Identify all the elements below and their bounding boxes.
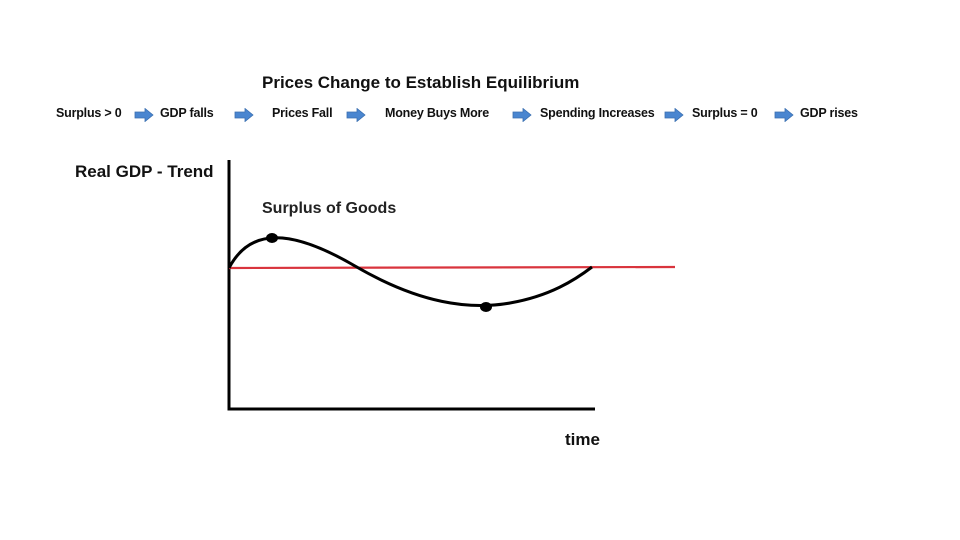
right-arrow-icon — [774, 108, 794, 122]
diagram-title: Prices Change to Establish Equilibrium — [262, 73, 580, 92]
y-axis-label: Real GDP - Trend — [75, 162, 214, 181]
flow-step-gdp-falls: GDP falls — [160, 106, 214, 120]
x-axis-label: time — [565, 430, 600, 449]
flow-step-gdp-rises: GDP rises — [800, 106, 858, 120]
right-arrow-icon — [346, 108, 366, 122]
right-arrow-icon — [664, 108, 684, 122]
trough-point — [480, 302, 492, 312]
flow-step-spending-increases: Spending Increases — [540, 106, 655, 120]
surplus-annotation: Surplus of Goods — [262, 200, 397, 217]
trend-line — [228, 265, 676, 270]
flow-step-surplus-zero: Surplus = 0 — [692, 106, 758, 120]
right-arrow-icon — [512, 108, 532, 122]
right-arrow-icon — [134, 108, 154, 122]
flow-step-surplus-positive: Surplus > 0 — [56, 106, 122, 120]
flow-step-prices-fall: Prices Fall — [272, 106, 333, 120]
gdp-curve — [227, 236, 593, 308]
flow-sequence: Surplus > 0 GDP falls Prices Fall Money … — [0, 104, 960, 126]
right-arrow-icon — [234, 108, 254, 122]
flow-step-money-buys-more: Money Buys More — [385, 106, 489, 120]
peak-point — [266, 233, 278, 243]
